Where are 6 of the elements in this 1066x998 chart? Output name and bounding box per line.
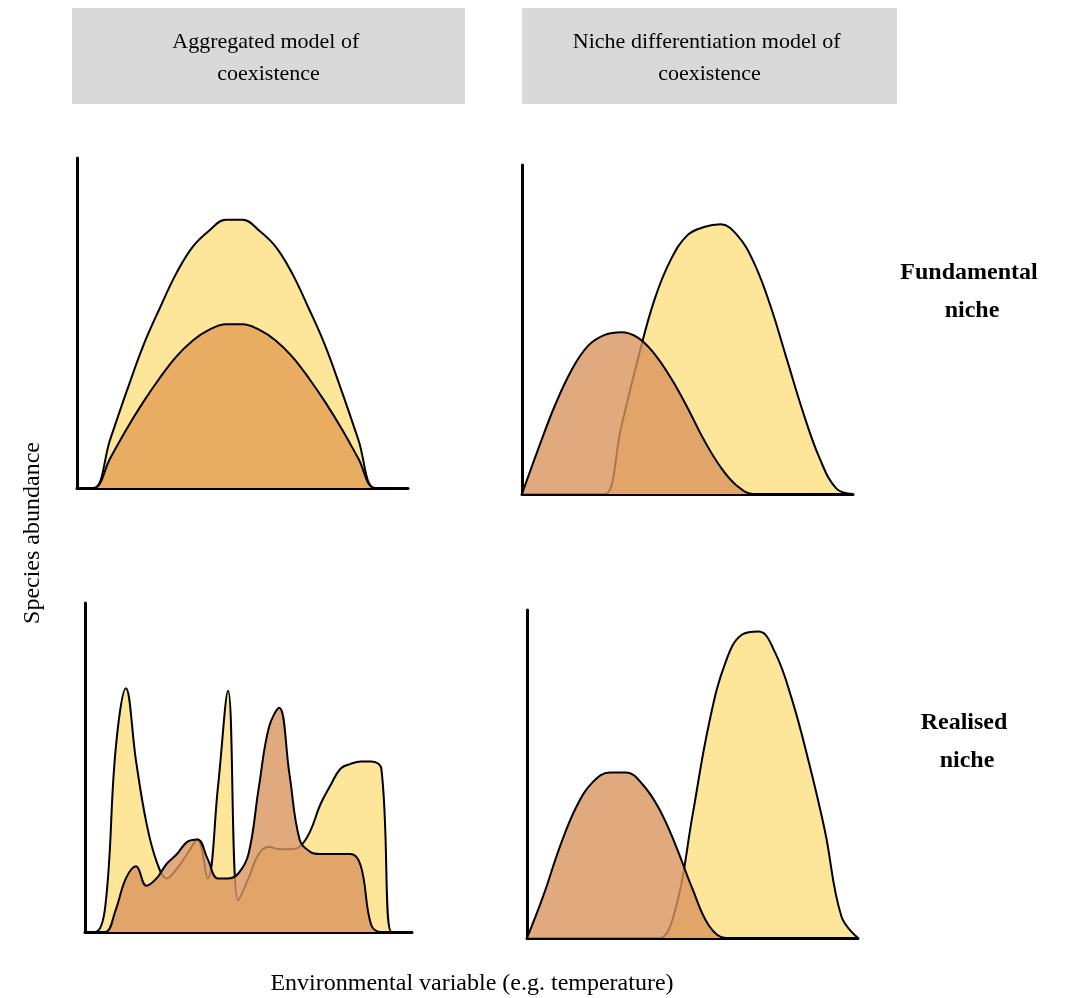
chart-title: Aggregated model of coexistence (172, 27, 365, 85)
y-axis-title: Species abundance (17, 442, 45, 624)
text: Fundamental niche (900, 258, 1044, 322)
x-axis-title: Environmental variable (e.g. temperature) (270, 968, 674, 996)
text: Realised niche (920, 708, 1014, 772)
chart-title: Niche differentiation model of coexistence (572, 27, 847, 85)
